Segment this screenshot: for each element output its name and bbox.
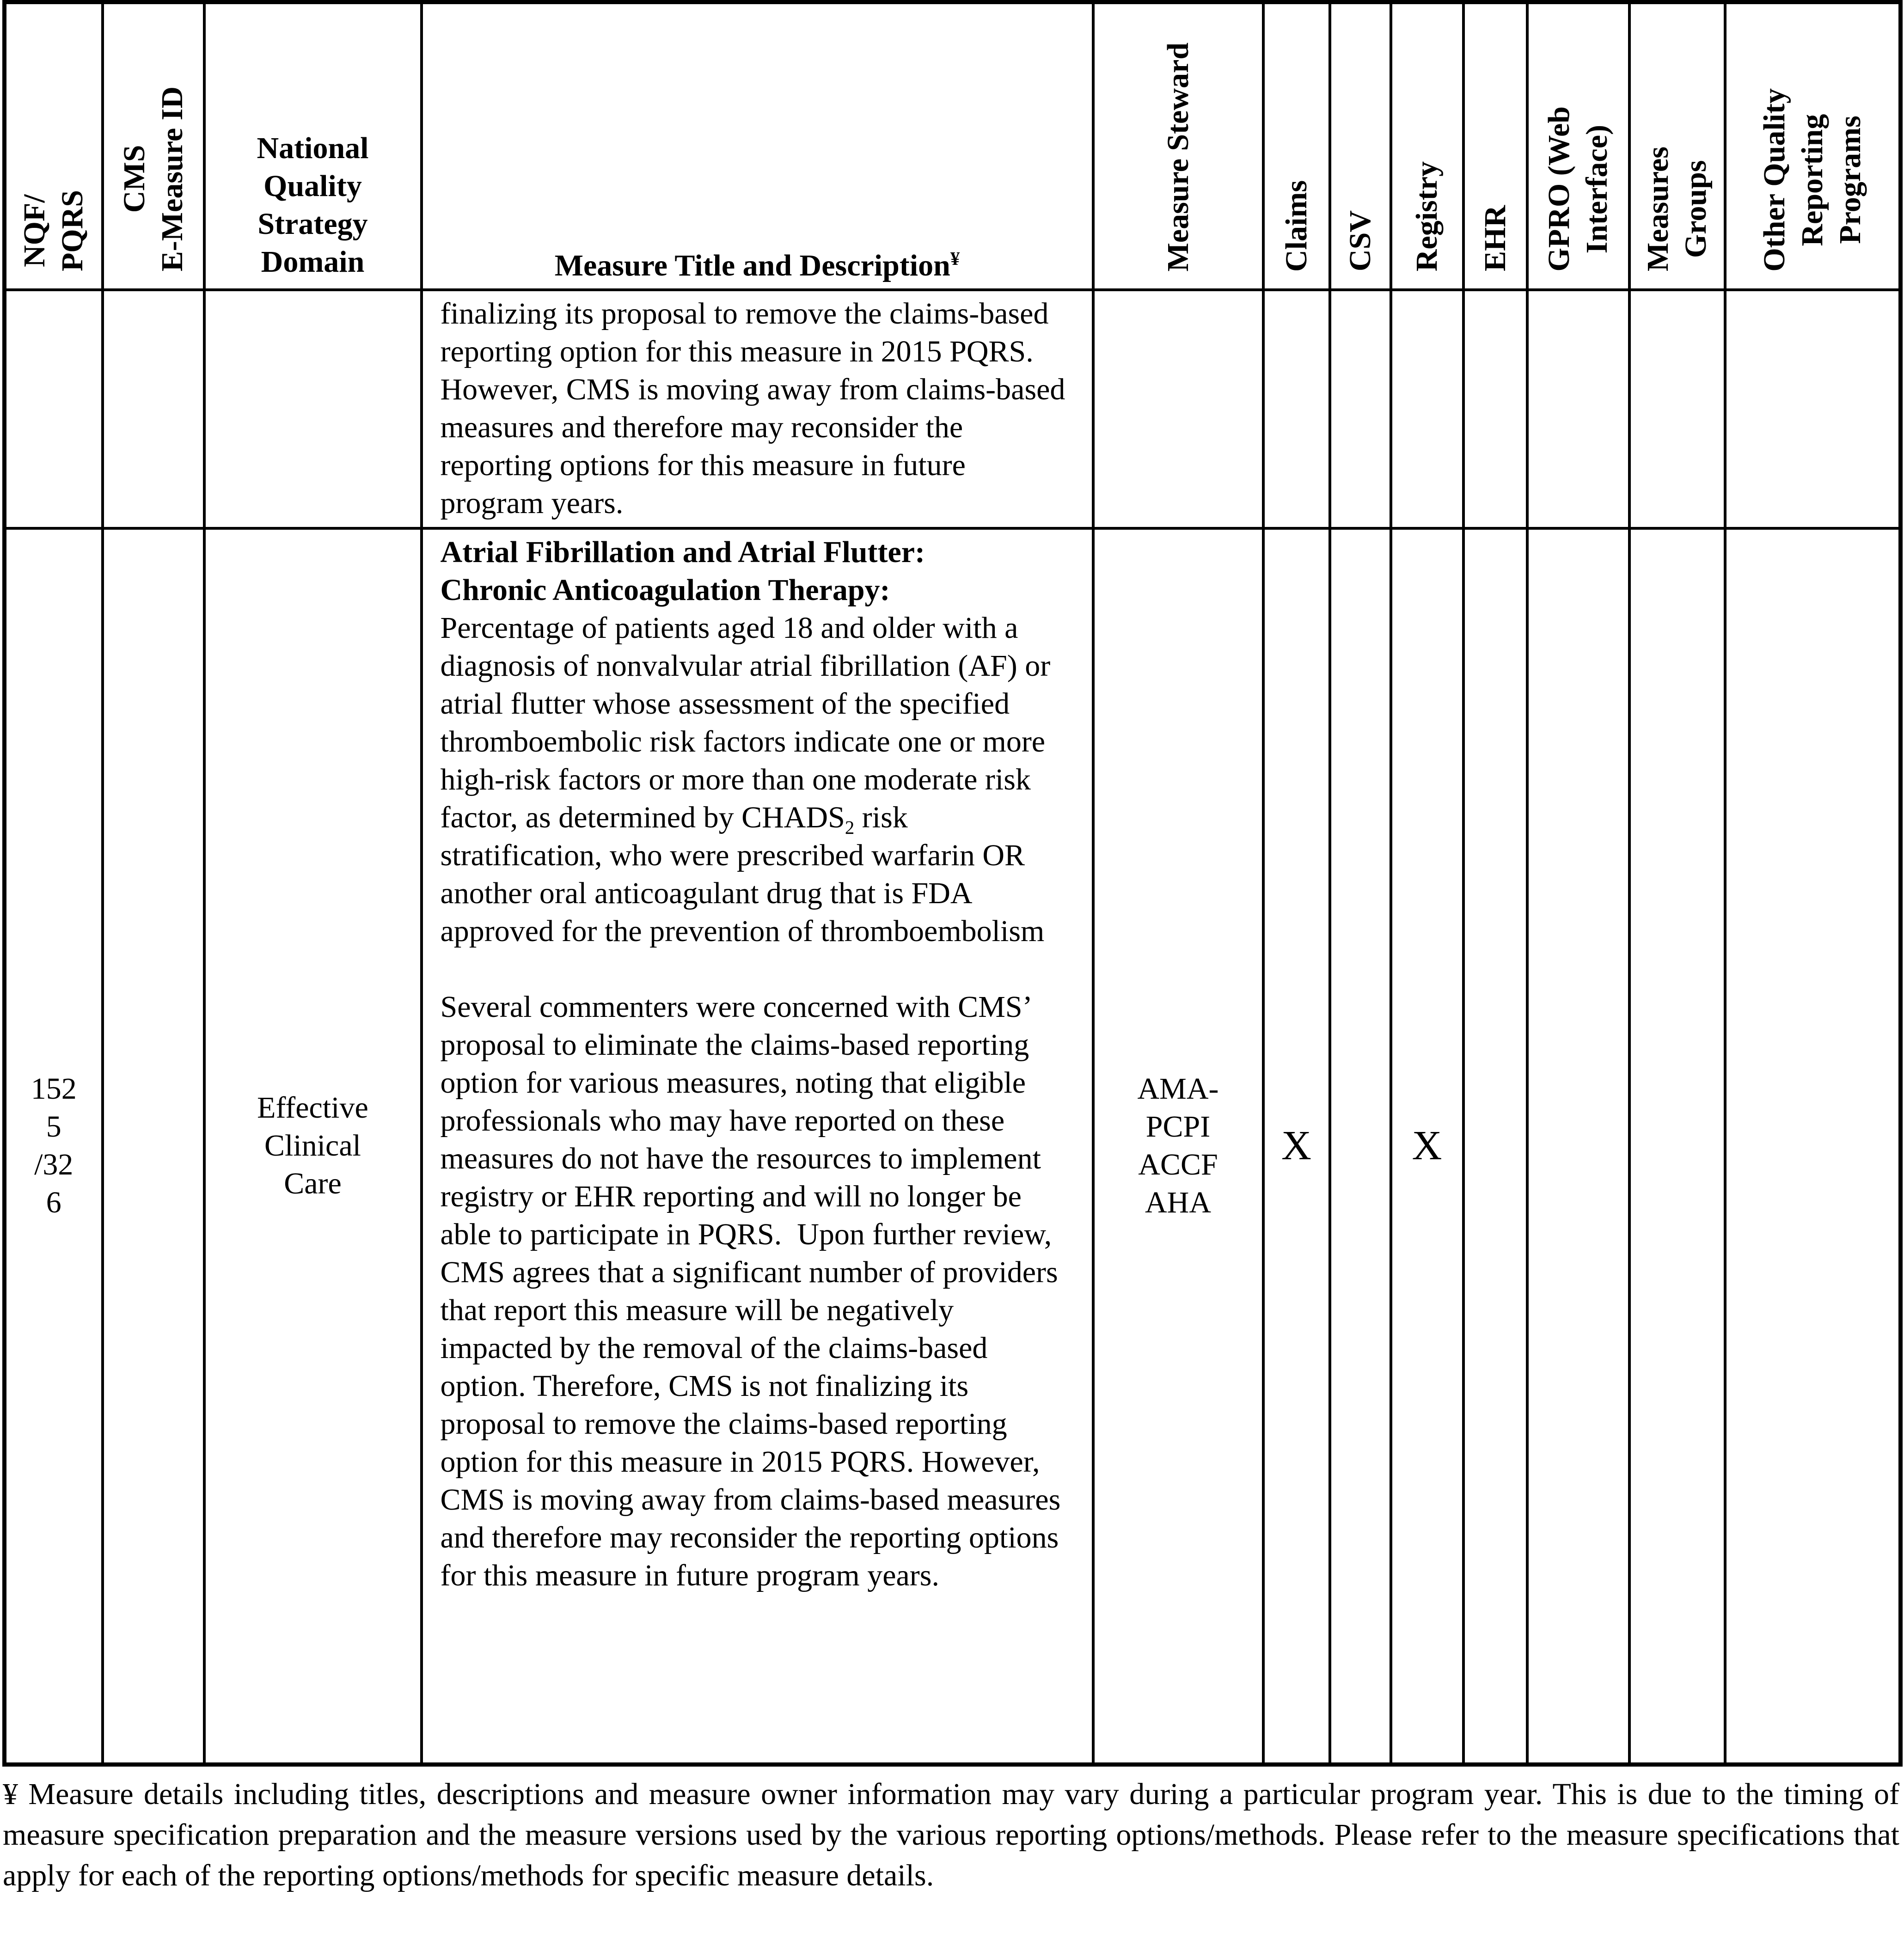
row1-nqs-domain-cell: [202, 288, 423, 530]
col-header-other-quality-reporting-programs: Other Quality Reporting Programs: [1723, 0, 1902, 291]
col-header-nqf-pqrs-label: NQF/ PQRS: [18, 190, 90, 272]
row2-commenters-paragraph: Several commenters were concerned with C…: [440, 990, 1061, 1592]
footnote-mark-yen: ¥: [950, 248, 960, 269]
table-row-measure-1525-326: 152 5 /32 6 Effective Clinical Care Atri…: [3, 526, 1902, 1766]
chads2-subscript: 2: [845, 817, 855, 838]
col-header-gpro-web-interface: GPRO (Web Interface): [1525, 0, 1631, 291]
row1-other-quality-reporting-programs-cell: [1723, 288, 1902, 530]
row2-measures-groups-cell: [1628, 526, 1726, 1766]
row2-gpro-web-interface-cell: [1525, 526, 1631, 1766]
table-header-row: NQF/ PQRS CMS E-Measure ID National Qual…: [3, 0, 1902, 291]
row1-ehr-cell: [1462, 288, 1529, 530]
table-row-continuation: finalizing its proposal to remove the cl…: [3, 288, 1902, 530]
description-after-subscript: risk stratification, who were prescribed…: [440, 800, 1045, 948]
col-header-nqs-domain: National Quality Strategy Domain: [202, 0, 423, 291]
col-header-registry: Registry: [1389, 0, 1465, 291]
col-header-nqs-domain-label: National Quality Strategy Domain: [257, 131, 369, 279]
row2-registry-x-mark: X: [1389, 526, 1465, 1766]
row2-csv-cell: [1328, 526, 1392, 1766]
row1-description-continued-text: finalizing its proposal to remove the cl…: [440, 296, 1065, 520]
row1-measure-description-cell: finalizing its proposal to remove the cl…: [420, 288, 1095, 530]
row1-gpro-web-interface-cell: [1525, 288, 1631, 530]
col-header-measure-steward-label: Measure Steward: [1161, 42, 1195, 272]
yen-footnote-text: ¥ Measure details including titles, desc…: [3, 1774, 1899, 1896]
col-header-gpro-web-interface-label: GPRO (Web Interface): [1542, 106, 1614, 272]
col-header-measure-steward: Measure Steward: [1091, 0, 1265, 291]
row2-claims-x-mark: X: [1261, 526, 1331, 1766]
row2-measure-title-text: Atrial Fibrillation and Atrial Flutter: …: [440, 535, 925, 607]
col-header-claims: Claims: [1261, 0, 1331, 291]
col-header-measures-groups-label: Measures Groups: [1641, 147, 1713, 272]
row1-registry-cell: [1389, 288, 1465, 530]
pqrs-measures-table: NQF/ PQRS CMS E-Measure ID National Qual…: [2, 0, 1903, 1767]
row2-other-quality-reporting-programs-cell: [1723, 526, 1902, 1766]
col-header-csv-label: CSV: [1343, 210, 1377, 272]
col-header-csv: CSV: [1328, 0, 1392, 291]
col-header-measures-groups: Measures Groups: [1628, 0, 1726, 291]
description-before-subscript: Percentage of patients aged 18 and older…: [440, 611, 1051, 834]
row1-csv-cell: [1328, 288, 1392, 530]
row1-measure-steward-cell: [1091, 288, 1265, 530]
col-header-ehr-label: EHR: [1478, 205, 1512, 272]
col-header-registry-label: Registry: [1410, 161, 1444, 272]
col-header-cms-emeasure-id-label: CMS E-Measure ID: [117, 86, 189, 272]
row1-nqf-pqrs-cell: [3, 288, 104, 530]
row2-ehr-cell: [1462, 526, 1529, 1766]
col-header-measure-title-label: Measure Title and Description: [554, 248, 950, 282]
col-header-nqf-pqrs: NQF/ PQRS: [3, 0, 104, 291]
col-header-cms-emeasure-id: CMS E-Measure ID: [101, 0, 206, 291]
col-header-other-quality-reporting-programs-label: Other Quality Reporting Programs: [1757, 88, 1867, 272]
row1-measures-groups-cell: [1628, 288, 1726, 530]
col-header-claims-label: Claims: [1279, 180, 1313, 272]
col-header-ehr: EHR: [1462, 0, 1529, 291]
row2-cms-emeasure-id-cell: [101, 526, 206, 1766]
row2-nqf-pqrs-cell: 152 5 /32 6: [3, 526, 104, 1766]
row2-measure-steward-cell: AMA- PCPI ACCF AHA: [1091, 526, 1265, 1766]
row2-nqs-domain-cell: Effective Clinical Care: [202, 526, 423, 1766]
row1-claims-cell: [1261, 288, 1331, 530]
row2-measure-description-text: Percentage of patients aged 18 and older…: [441, 609, 1073, 950]
col-header-measure-title: Measure Title and Description¥: [420, 0, 1095, 291]
row1-cms-emeasure-id-cell: [101, 288, 206, 530]
row2-measure-description-cell: Atrial Fibrillation and Atrial Flutter: …: [420, 526, 1095, 1766]
